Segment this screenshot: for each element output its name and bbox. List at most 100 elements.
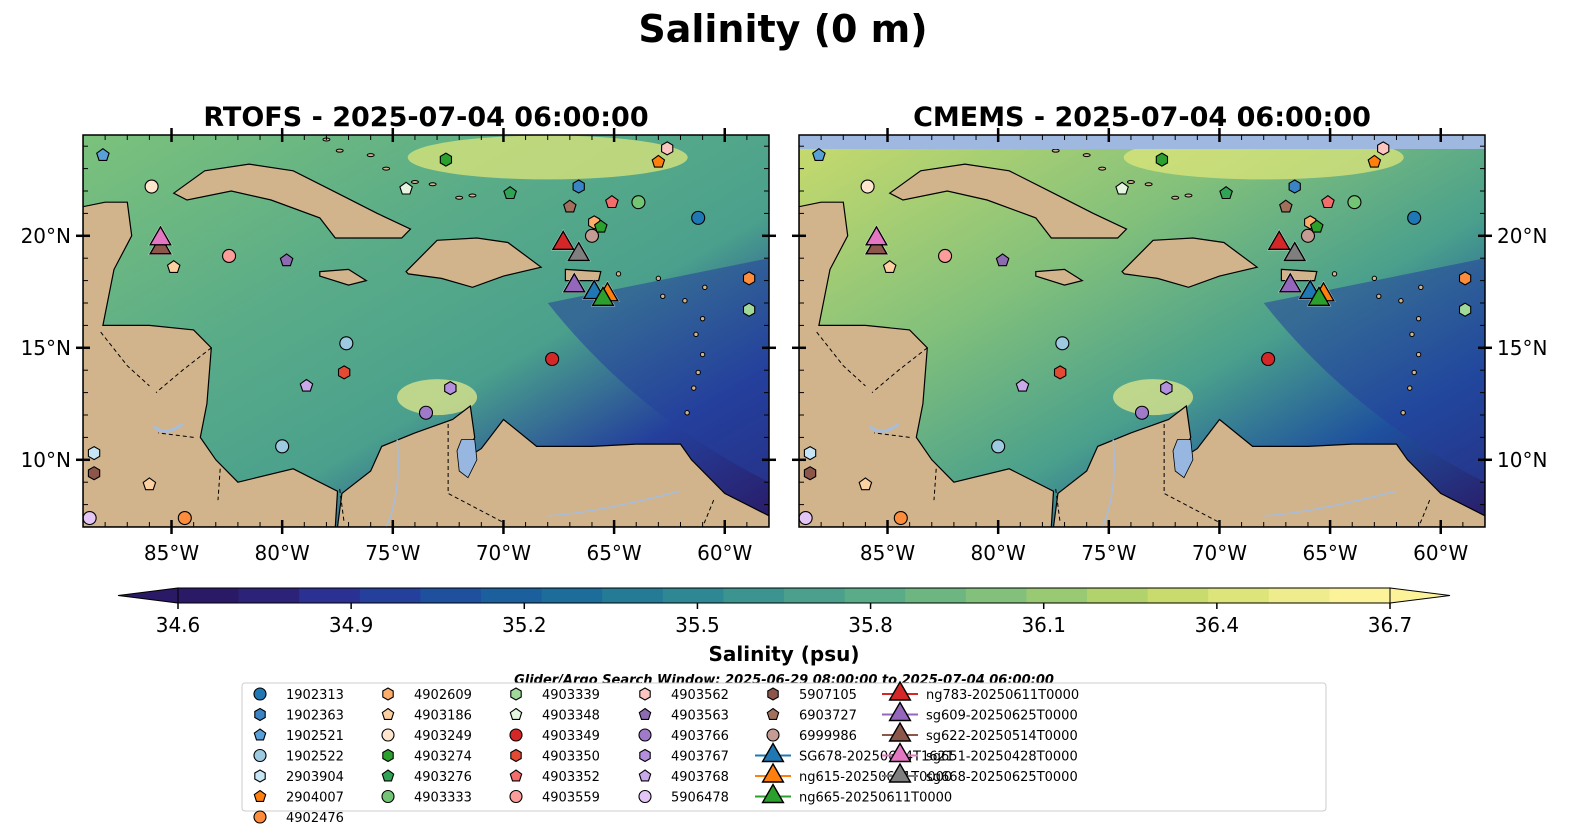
argo-float-4903274: [1155, 152, 1169, 167]
legend-label: 1902313: [286, 688, 344, 703]
legend-argo-marker: [638, 728, 652, 742]
legend-argo-marker: [254, 707, 266, 722]
argo-float-4903348: [399, 181, 413, 195]
legend-label: 4903274: [414, 750, 472, 765]
legend-entry: 5906478: [638, 789, 729, 806]
argo-float-4903186: [882, 260, 897, 273]
land-hispaniola: [1121, 237, 1259, 288]
colorbar-segment: [481, 588, 543, 603]
argo-float-4903766: [418, 405, 434, 420]
lon-tick-label: 70°W: [1192, 541, 1247, 565]
legend-label: 5907105: [799, 688, 857, 703]
colorbar-segment: [541, 588, 603, 603]
glider-sg651-20250428T0000: [864, 225, 889, 246]
legend-argo-marker: [510, 748, 522, 763]
small-island: [1415, 351, 1422, 358]
legend-label: 4903339: [542, 688, 600, 703]
glider-sg609-20250625T0000: [1278, 272, 1302, 293]
high-salinity-patch: [397, 379, 478, 416]
legend-label: 2904007: [286, 791, 344, 806]
argo-float-6903727: [563, 199, 577, 213]
lat-tick-label: 15°N: [1497, 336, 1547, 360]
legend-entry: 4903186: [381, 707, 472, 724]
high-salinity-north: [407, 135, 688, 180]
argo-float-4903350: [337, 365, 351, 380]
lat-tick-label: 10°N: [1497, 448, 1547, 472]
cmems-panel-title: CMEMS - 2025-07-04 06:00:00: [913, 102, 1371, 133]
legend-glider-marker: [888, 721, 912, 742]
argo-float-4903274: [439, 152, 453, 167]
lon-tick-label: 60°W: [697, 541, 752, 565]
lon-tick-label: 65°W: [1302, 541, 1357, 565]
legend-label: ng665-20250611T0000: [799, 791, 952, 806]
colorbar-tick-label: 36.4: [1195, 613, 1240, 637]
colorbar-segment: [1329, 588, 1391, 603]
low-salinity-plume: [1263, 258, 1485, 483]
argo-float-4903562: [1377, 141, 1390, 156]
legend-label: 4903349: [542, 729, 600, 744]
land-cuba: [888, 163, 1128, 239]
colorbar-segment: [1087, 588, 1149, 603]
glider-sg609-20250625T0000: [562, 272, 586, 293]
colorbar-tick-label: 36.1: [1021, 613, 1066, 637]
legend-argo-marker: [382, 748, 394, 763]
land-southamerica: [336, 404, 769, 527]
argo-float-1902313: [691, 210, 706, 225]
small-island: [615, 271, 622, 277]
legend-entry: 4903339: [510, 687, 600, 703]
small-island: [335, 148, 344, 153]
legend-entry: 4903562: [639, 687, 729, 703]
colorbar-tick-label: 35.2: [502, 613, 547, 637]
argo-float-6999986: [1300, 228, 1316, 243]
legend-entry: 1902363: [254, 707, 344, 724]
legend-label: 4903348: [542, 709, 600, 724]
lon-tick-label: 80°W: [971, 541, 1026, 565]
legend-label: 4903249: [414, 729, 472, 744]
legend-frame: [241, 682, 1327, 812]
argo-float-4903767: [444, 380, 457, 396]
lon-tick-label: 85°W: [860, 541, 915, 565]
legend-label: 4903350: [542, 750, 600, 765]
argo-float-1902522: [339, 336, 354, 351]
colorbar-segment: [1147, 588, 1209, 603]
small-island: [428, 182, 437, 187]
high-salinity-patch: [1113, 379, 1194, 416]
legend-entry: 1902521: [253, 728, 344, 744]
legend-argo-marker: [639, 687, 651, 701]
colorbar-segment: [238, 588, 300, 603]
legend-entry: 2904007: [253, 789, 344, 806]
argo-float-5906478: [799, 510, 813, 526]
legend-entry: 4903249: [381, 728, 472, 744]
legend-argo-marker: [638, 769, 652, 782]
argo-float-4902476: [893, 510, 908, 526]
argo-float-marker: [142, 477, 157, 491]
lake-maracaibo: [456, 439, 478, 479]
small-island: [702, 284, 708, 291]
small-island: [410, 180, 419, 185]
country-border: [933, 468, 937, 501]
river-magdalena: [1101, 439, 1115, 527]
argo-float-1902521: [96, 148, 110, 161]
glider-ng665-20250611T0000: [1307, 285, 1331, 306]
river-orinoco: [547, 490, 681, 517]
legend-label: 4902476: [286, 811, 344, 826]
argo-float-5907105: [87, 466, 101, 481]
small-island: [1098, 166, 1107, 171]
legend-entry: 6903727: [766, 707, 857, 724]
small-island: [1331, 271, 1338, 277]
legend-entry: 4903766: [638, 728, 729, 744]
argo-float-4903768: [1015, 378, 1030, 392]
legend-argo-marker: [639, 748, 651, 763]
lon-tick-label: 80°W: [255, 541, 310, 565]
argo-float-marker: [1458, 271, 1472, 286]
small-island: [1126, 180, 1135, 185]
argo-float-marker: [1309, 219, 1324, 233]
legend-entry: ng783-20250611T0000: [882, 680, 1079, 703]
land-hispaniola: [405, 237, 543, 288]
colorbar-tick-label: 34.9: [329, 613, 374, 637]
salinity-colorbar: 34.6 34.9 35.2 35.5 35.8 36.1 36.4 36.7: [117, 587, 1451, 637]
country-border: [1055, 488, 1061, 523]
argo-float-1902363: [572, 179, 585, 194]
land-cuba: [172, 163, 412, 239]
legend-argo-marker: [766, 728, 780, 742]
